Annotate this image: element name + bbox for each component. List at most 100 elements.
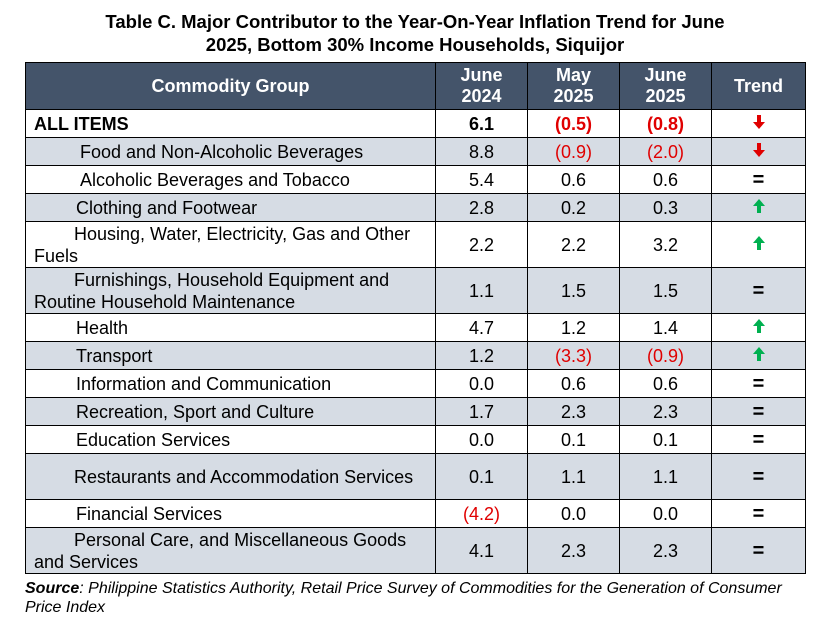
value-may-2025: 0.0: [527, 499, 620, 528]
header-may-2025: May 2025: [527, 62, 620, 110]
table-row: Information and Communication 0.0 0.6 0.6 =: [25, 369, 806, 398]
header-june-2024: June 2024: [435, 62, 528, 110]
value-june-2024: 0.1: [435, 453, 528, 500]
trend-up-icon: [751, 317, 767, 339]
value-may-2025: 1.1: [527, 453, 620, 500]
commodity-name: Clothing and Footwear: [25, 193, 436, 222]
all-items-row: ALL ITEMS 6.1 (0.5) (0.8): [25, 109, 806, 138]
value-june-2025: 1.5: [619, 267, 712, 314]
commodity-name: Alcoholic Beverages and Tobacco: [25, 165, 436, 194]
value-june-2025: (0.9): [619, 341, 712, 370]
trend-cell: =: [711, 527, 806, 574]
value-may-2025: (0.5): [527, 109, 620, 138]
value-june-2025: 3.2: [619, 221, 712, 268]
trend-cell: =: [711, 453, 806, 500]
arrow-down-icon: [752, 143, 765, 158]
source-label: Source: [25, 580, 80, 597]
value-june-2025: 1.4: [619, 313, 712, 342]
source-note: Source: Philippine Statistics Authority,…: [25, 579, 815, 617]
value-may-2025: 2.2: [527, 221, 620, 268]
trend-cell: =: [711, 165, 806, 194]
trend-equal-icon: =: [752, 168, 765, 191]
value-june-2024: 2.8: [435, 193, 528, 222]
commodity-name: Information and Communication: [25, 369, 436, 398]
trend-equal-icon: =: [752, 372, 765, 395]
trend-equal-icon: =: [752, 428, 765, 451]
arrow-up-icon: [752, 319, 765, 334]
trend-up-icon: [751, 234, 767, 256]
trend-up-icon: [751, 345, 767, 367]
trend-equal-icon: =: [752, 279, 765, 302]
trend-equal-icon: =: [752, 539, 765, 562]
value-june-2024: 4.1: [435, 527, 528, 574]
table-row: Recreation, Sport and Culture 1.7 2.3 2.3 =: [25, 397, 806, 426]
value-may-2025: 0.6: [527, 369, 620, 398]
commodity-name: Housing, Water, Electricity, Gas and Oth…: [25, 221, 436, 268]
value-june-2024: 5.4: [435, 165, 528, 194]
commodity-name: Education Services: [25, 425, 436, 454]
table-row: Alcoholic Beverages and Tobacco 5.4 0.6 0.6…: [25, 165, 806, 194]
trend-up-icon: [751, 197, 767, 219]
commodity-name: Restaurants and Accommodation Services: [25, 453, 436, 500]
table-row: Health 4.7 1.2 1.4: [25, 313, 806, 342]
value-june-2024: 1.7: [435, 397, 528, 426]
header-trend: Trend: [711, 62, 806, 110]
trend-cell: [711, 341, 806, 370]
value-june-2024: 8.8: [435, 137, 528, 166]
value-june-2025: 1.1: [619, 453, 712, 500]
trend-down-icon: [751, 113, 767, 135]
trend-cell: [711, 137, 806, 166]
header-june-2025: June 2025: [619, 62, 712, 110]
value-june-2024: 4.7: [435, 313, 528, 342]
trend-cell: [711, 221, 806, 268]
trend-cell: =: [711, 499, 806, 528]
arrow-up-icon: [752, 199, 765, 214]
commodity-name: Health: [25, 313, 436, 342]
table-row: Financial Services (4.2) 0.0 0.0 =: [25, 499, 806, 528]
value-may-2025: 0.6: [527, 165, 620, 194]
trend-cell: =: [711, 267, 806, 314]
table-row: Transport 1.2 (3.3) (0.9): [25, 341, 806, 370]
value-june-2024: (4.2): [435, 499, 528, 528]
value-june-2025: 2.3: [619, 397, 712, 426]
table-row: Personal Care, and Miscellaneous Goods a…: [25, 527, 806, 574]
table-row: Housing, Water, Electricity, Gas and Oth…: [25, 221, 806, 268]
commodity-name: ALL ITEMS: [25, 109, 436, 138]
value-june-2025: (0.8): [619, 109, 712, 138]
value-may-2025: 2.3: [527, 527, 620, 574]
title-line-2: 2025, Bottom 30% Income Households, Siqu…: [205, 34, 625, 55]
table-title: Table C. Major Contributor to the Year-O…: [0, 10, 830, 56]
commodity-name: Furnishings, Household Equipment and Rou…: [25, 267, 436, 314]
commodity-name: Transport: [25, 341, 436, 370]
source-text: : Philippine Statistics Authority, Retai…: [25, 580, 782, 616]
value-june-2024: 2.2: [435, 221, 528, 268]
value-june-2024: 0.0: [435, 369, 528, 398]
value-june-2025: 2.3: [619, 527, 712, 574]
table-row: Education Services 0.0 0.1 0.1 =: [25, 425, 806, 454]
arrow-up-icon: [752, 236, 765, 251]
value-june-2025: 0.1: [619, 425, 712, 454]
value-june-2024: 6.1: [435, 109, 528, 138]
value-june-2025: 0.0: [619, 499, 712, 528]
trend-equal-icon: =: [752, 502, 765, 525]
trend-equal-icon: =: [752, 400, 765, 423]
title-line-1: Table C. Major Contributor to the Year-O…: [105, 11, 725, 32]
value-may-2025: (3.3): [527, 341, 620, 370]
trend-equal-icon: =: [752, 465, 765, 488]
value-may-2025: 2.3: [527, 397, 620, 426]
trend-cell: [711, 313, 806, 342]
table-row: Clothing and Footwear 2.8 0.2 0.3: [25, 193, 806, 222]
commodity-name: Recreation, Sport and Culture: [25, 397, 436, 426]
commodity-name: Financial Services: [25, 499, 436, 528]
table-row: Furnishings, Household Equipment and Rou…: [25, 267, 806, 314]
trend-cell: [711, 109, 806, 138]
arrow-up-icon: [752, 347, 765, 362]
value-june-2024: 1.2: [435, 341, 528, 370]
header-commodity-group: Commodity Group: [25, 62, 436, 110]
arrow-down-icon: [752, 115, 765, 130]
value-june-2025: 0.6: [619, 369, 712, 398]
value-may-2025: 0.1: [527, 425, 620, 454]
value-june-2024: 1.1: [435, 267, 528, 314]
value-june-2025: 0.3: [619, 193, 712, 222]
trend-down-icon: [751, 141, 767, 163]
